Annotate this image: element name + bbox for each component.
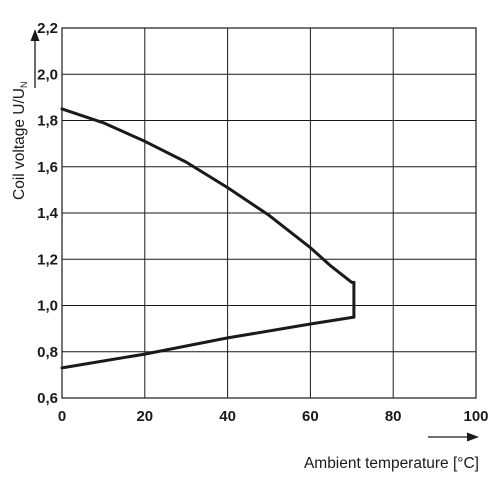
y-axis-label-main: Coil voltage U/U xyxy=(11,88,28,200)
x-axis-label: Ambient temperature [°C] xyxy=(304,455,479,472)
y-tick-label-7: 2,0 xyxy=(37,66,58,83)
y-tick-label-5: 1,6 xyxy=(37,159,58,176)
y-tick-label-6: 1,8 xyxy=(37,113,58,130)
series-layer xyxy=(60,107,356,370)
x-axis-arrow-head xyxy=(467,432,479,442)
series-line-0 xyxy=(60,107,356,284)
x-tick-labels: 0 20 40 60 80 100 xyxy=(58,408,489,425)
y-tick-label-8: 2,2 xyxy=(37,20,58,37)
grid-lines xyxy=(61,27,477,399)
x-tick-label-2: 40 xyxy=(219,408,236,425)
y-tick-label-3: 1,2 xyxy=(37,251,58,268)
series-line-2 xyxy=(60,315,356,370)
y-tick-labels: 0,6 0,8 1,0 1,2 1,4 1,6 1,8 2,0 2,2 xyxy=(37,20,59,407)
x-tick-label-4: 80 xyxy=(385,408,402,425)
x-tick-label-5: 100 xyxy=(463,408,488,425)
x-tick-label-0: 0 xyxy=(58,408,66,425)
y-tick-label-0: 0,6 xyxy=(37,390,58,407)
x-tick-label-3: 60 xyxy=(302,408,319,425)
y-axis-arrow-head xyxy=(30,29,40,41)
x-tick-label-1: 20 xyxy=(136,408,153,425)
y-tick-label-1: 0,8 xyxy=(37,344,58,361)
plot-frame xyxy=(61,27,477,399)
y-tick-label-4: 1,4 xyxy=(37,205,59,222)
y-axis-label: Coil voltage U/UN xyxy=(11,82,29,201)
y-axis-label-subscript: N xyxy=(19,82,29,89)
y-tick-label-2: 1,0 xyxy=(37,298,58,315)
